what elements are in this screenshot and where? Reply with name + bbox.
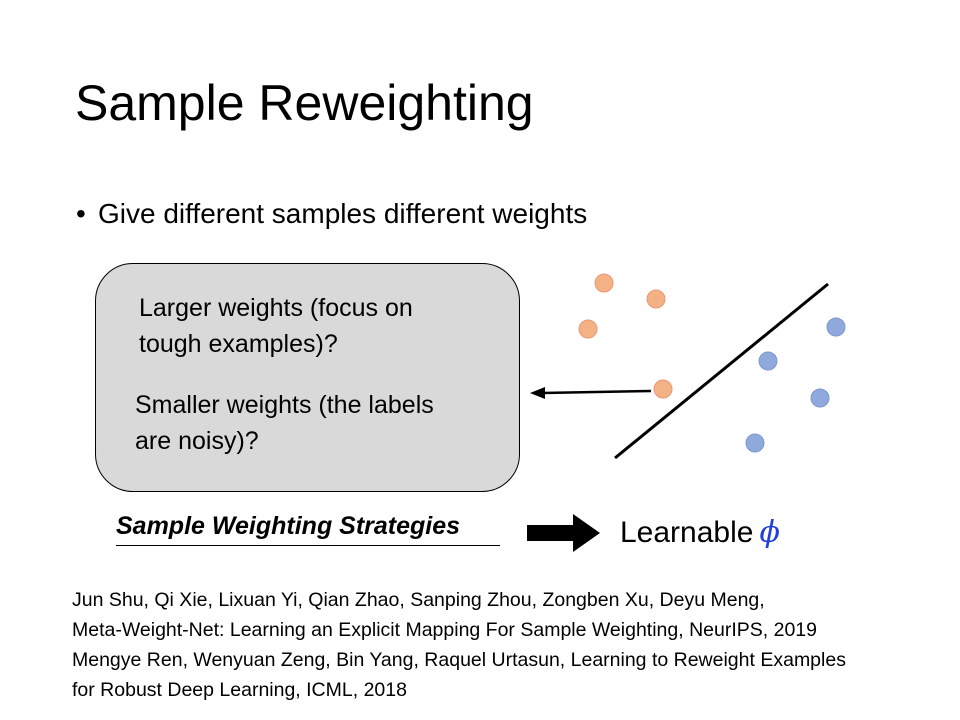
blue-point: [745, 433, 765, 453]
bullet-text: Give different samples different weights: [98, 198, 588, 229]
box-line-smaller: Smaller weights (the labels are noisy)?: [135, 387, 434, 459]
bullet-dot: •: [76, 198, 86, 229]
orange-point-near-boundary: [653, 379, 673, 399]
bullet-item: • Give different samples different weight…: [76, 198, 587, 230]
blue-point: [758, 351, 778, 371]
references: Jun Shu, Qi Xie, Lixuan Yi, Qian Zhao, S…: [72, 585, 846, 705]
phi-symbol: ϕ: [759, 515, 780, 550]
slide-title: Sample Reweighting: [75, 75, 534, 131]
blue-point: [826, 317, 846, 337]
pointer-arrowhead-icon: [530, 387, 545, 399]
box-line-larger-2: tough examples)?: [139, 330, 338, 358]
strategies-underline: [116, 545, 500, 546]
box-line-larger-1: Larger weights (focus on: [139, 294, 413, 322]
box-line-smaller-2: are noisy)?: [135, 427, 259, 455]
box-line-smaller-1: Smaller weights (the labels: [135, 391, 434, 419]
learnable-label: Learnable: [620, 516, 754, 549]
blue-point: [810, 388, 830, 408]
decision-boundary-line: [614, 282, 829, 460]
pointer-arrow-line: [541, 389, 652, 395]
reference-line: Meta-Weight-Net: Learning an Explicit Ma…: [72, 619, 817, 641]
orange-point: [578, 319, 598, 339]
box-line-larger: Larger weights (focus on tough examples)…: [139, 290, 413, 362]
orange-point: [646, 289, 666, 309]
orange-point: [594, 273, 614, 293]
reference-line: Mengye Ren, Wenyuan Zeng, Bin Yang, Raqu…: [72, 649, 846, 671]
reference-line: Jun Shu, Qi Xie, Lixuan Yi, Qian Zhao, S…: [72, 589, 765, 611]
question-box: [95, 263, 520, 492]
right-arrow-icon: [527, 514, 600, 552]
reference-line: for Robust Deep Learning, ICML, 2018: [72, 679, 407, 701]
strategies-label: Sample Weighting Strategies: [116, 512, 461, 540]
learnable-label-group: Learnable ϕ: [620, 515, 780, 550]
